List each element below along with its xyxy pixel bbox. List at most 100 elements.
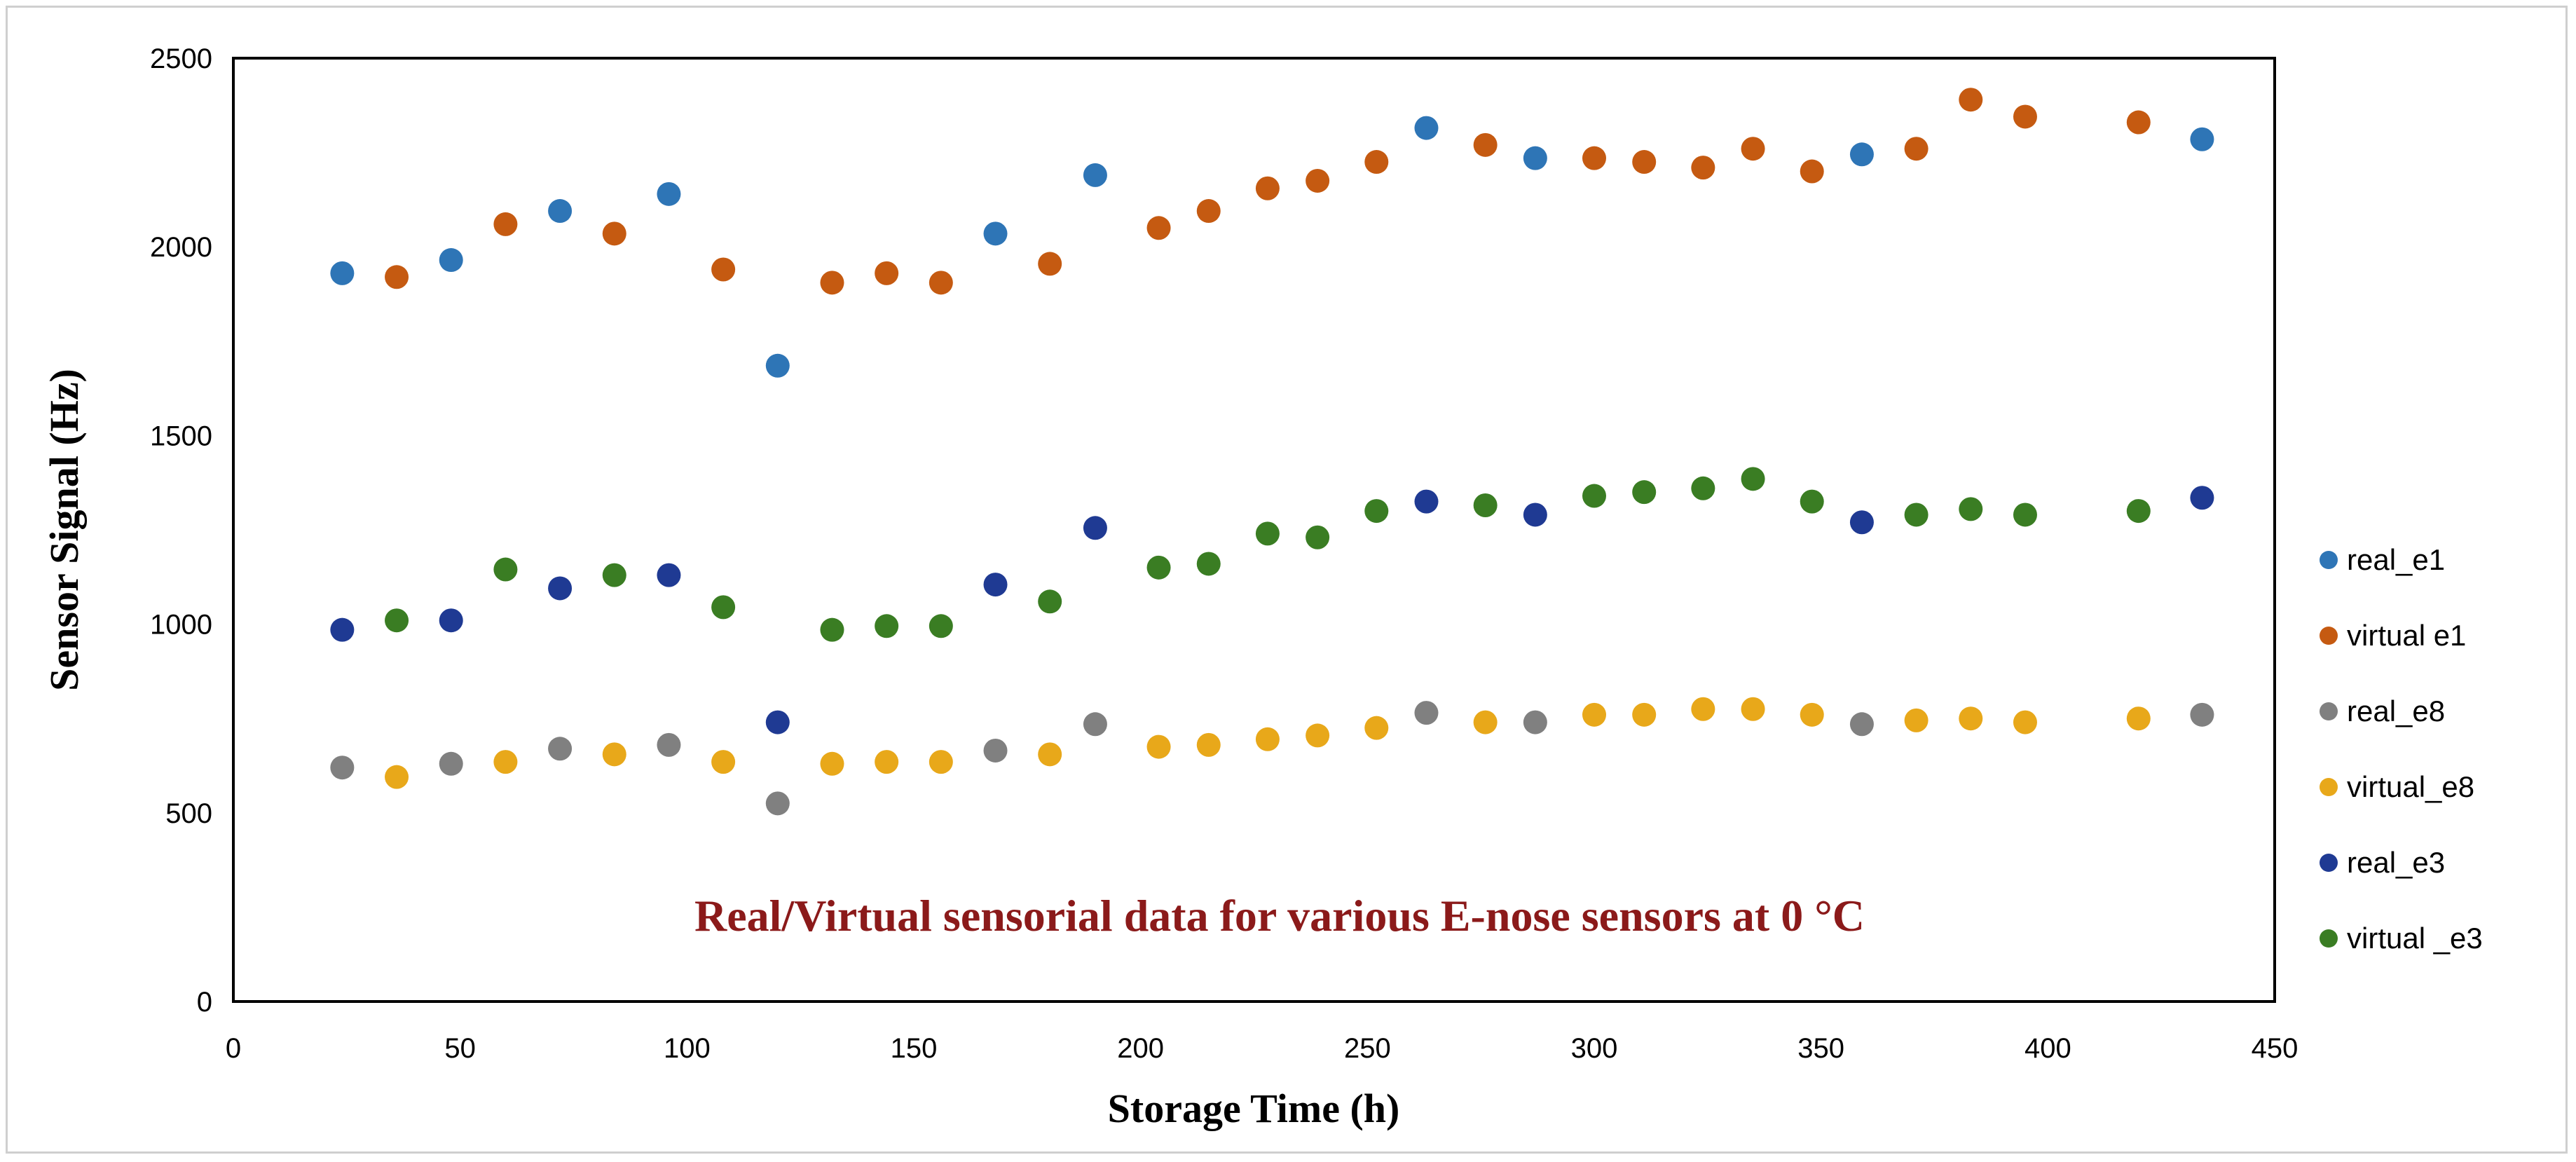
data-point: [983, 221, 1008, 246]
data-point: [602, 742, 626, 767]
y-tick-label: 1000: [150, 610, 212, 641]
data-point: [1632, 480, 1657, 505]
data-point: [929, 750, 953, 774]
data-point: [1691, 156, 1715, 180]
data-point: [1800, 489, 1824, 514]
data-point: [1582, 702, 1606, 727]
data-point: [1849, 510, 1874, 535]
data-point: [1904, 503, 1928, 527]
data-point: [711, 595, 736, 620]
data-point: [1582, 484, 1606, 508]
data-point: [439, 248, 463, 273]
data-point: [1414, 116, 1439, 140]
series-real-e8: [330, 701, 2214, 816]
x-axis-title: Storage Time (h): [1108, 1086, 1400, 1131]
data-point: [765, 791, 790, 816]
y-tick-label: 2500: [150, 43, 212, 74]
data-point: [1414, 701, 1439, 725]
data-points: [330, 88, 2214, 816]
x-tick-label: 100: [664, 1033, 711, 1064]
x-tick-label: 50: [444, 1033, 476, 1064]
data-point: [1255, 727, 1280, 751]
data-point: [1800, 702, 1824, 727]
data-point: [1364, 499, 1389, 524]
data-point: [1083, 516, 1107, 540]
data-point: [439, 608, 463, 633]
data-point: [2126, 110, 2151, 135]
data-point: [1800, 159, 1824, 184]
data-point: [820, 617, 844, 642]
data-point: [493, 750, 518, 774]
data-point: [1306, 723, 1330, 748]
legend-label: virtual_e8: [2347, 770, 2474, 803]
data-point: [1038, 589, 1062, 614]
x-tick-label: 400: [2025, 1033, 2071, 1064]
plot-area: [232, 57, 2276, 1003]
x-tick-label: 0: [226, 1033, 241, 1064]
data-point: [820, 271, 844, 295]
scatter-chart: 0 500 1000 1500 2000 2500 0 50 100 150 200 250 300 3…: [41, 43, 2483, 1131]
series-virtual-e1: [385, 88, 2151, 295]
data-point: [1255, 176, 1280, 200]
data-point: [385, 608, 409, 633]
data-point: [1083, 163, 1107, 187]
data-point: [875, 750, 899, 774]
data-point: [1523, 503, 1547, 527]
data-point: [1364, 716, 1389, 740]
data-point: [1196, 732, 1221, 757]
data-point: [2190, 486, 2214, 510]
legend-label: real_e3: [2347, 846, 2445, 879]
legend-label: virtual _e3: [2347, 922, 2483, 955]
data-point: [2013, 104, 2037, 129]
y-axis-title: Sensor Signal (Hz): [41, 369, 87, 691]
data-point: [1255, 521, 1280, 546]
data-point: [1146, 216, 1171, 240]
x-tick-label: 200: [1117, 1033, 1164, 1064]
y-tick-label: 2000: [150, 232, 212, 263]
data-point: [2013, 710, 2037, 734]
data-point: [1959, 88, 1983, 112]
data-point: [1959, 706, 1983, 731]
data-point: [657, 563, 681, 587]
data-point: [1523, 146, 1547, 170]
data-point: [1364, 150, 1389, 175]
data-point: [929, 614, 953, 638]
data-point: [2126, 499, 2151, 524]
data-point: [602, 563, 626, 587]
data-point: [1473, 132, 1498, 157]
data-point: [493, 557, 518, 582]
data-point: [1083, 712, 1107, 737]
data-point: [1146, 734, 1171, 759]
data-point: [1904, 137, 1928, 161]
legend-label: real_e8: [2347, 695, 2445, 727]
data-point: [1741, 467, 1765, 491]
chart-annotation: Real/Virtual sensorial data for various …: [694, 891, 1865, 941]
data-point: [2013, 503, 2037, 527]
legend-marker: [2320, 702, 2338, 720]
data-point: [548, 199, 573, 224]
data-point: [330, 261, 355, 285]
data-point: [2190, 127, 2214, 151]
data-point: [657, 732, 681, 757]
data-point: [765, 353, 790, 378]
data-point: [1473, 493, 1498, 518]
data-point: [1959, 497, 1983, 521]
legend-label: real_e1: [2347, 543, 2445, 576]
legend-marker: [2320, 551, 2338, 569]
data-point: [1849, 142, 1874, 167]
data-point: [1632, 702, 1657, 727]
data-point: [1306, 168, 1330, 193]
x-tick-label: 250: [1344, 1033, 1391, 1064]
data-point: [820, 751, 844, 776]
y-tick-label: 1500: [150, 421, 212, 451]
data-point: [439, 751, 463, 776]
data-point: [548, 576, 573, 601]
data-point: [1306, 525, 1330, 549]
data-point: [875, 261, 899, 285]
x-axis-ticks: 0 50 100 150 200 250 300 350 400 450: [226, 1033, 2298, 1064]
data-point: [2126, 706, 2151, 731]
data-point: [330, 756, 355, 780]
y-tick-label: 0: [197, 987, 212, 1018]
legend-marker: [2320, 627, 2338, 645]
x-tick-label: 300: [1571, 1033, 1618, 1064]
